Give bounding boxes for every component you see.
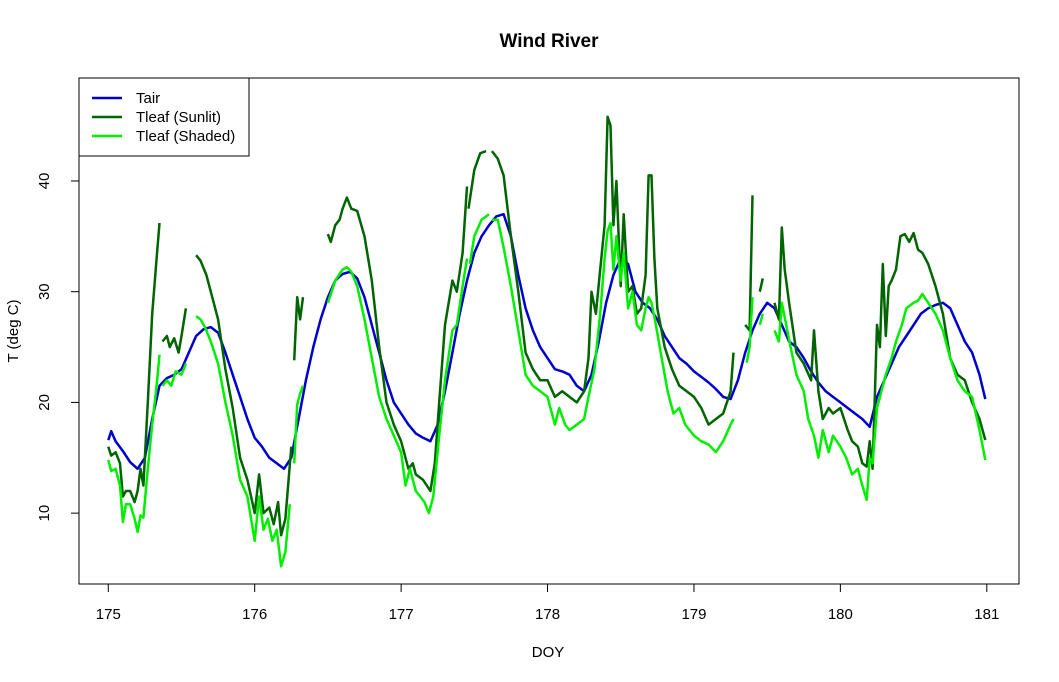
series-tleaf-shaded [107,213,987,568]
x-tick-label: 178 [535,606,560,623]
legend: Tair Tleaf (Sunlit) Tleaf (Shaded) [78,77,250,157]
series-line-tleaf-shaded [107,213,987,568]
x-tick-label: 175 [96,606,121,623]
series-line-tair [107,212,987,471]
x-tick-label: 179 [681,606,706,623]
series-layer [107,115,987,568]
series-tair [107,212,987,471]
y-axis: 10 20 30 40 [36,173,80,522]
y-tick-label: 30 [36,283,53,300]
chart-title: Wind River [499,31,599,52]
y-tick-label: 40 [36,173,53,190]
legend-label-tair: Tair [136,90,160,107]
y-tick-label: 10 [36,505,53,522]
legend-label-tleaf-shaded: Tleaf (Shaded) [136,128,235,145]
x-axis: 175 176 177 178 179 180 181 [96,583,999,623]
y-tick-label: 20 [36,394,53,411]
x-axis-label: DOY [532,644,565,661]
x-tick-label: 177 [389,606,414,623]
legend-label-tleaf-sunlit: Tleaf (Sunlit) [136,109,221,126]
y-axis-label: T (deg C) [5,299,22,362]
x-tick-label: 176 [242,606,267,623]
x-tick-label: 180 [828,606,853,623]
x-tick-label: 181 [974,606,999,623]
